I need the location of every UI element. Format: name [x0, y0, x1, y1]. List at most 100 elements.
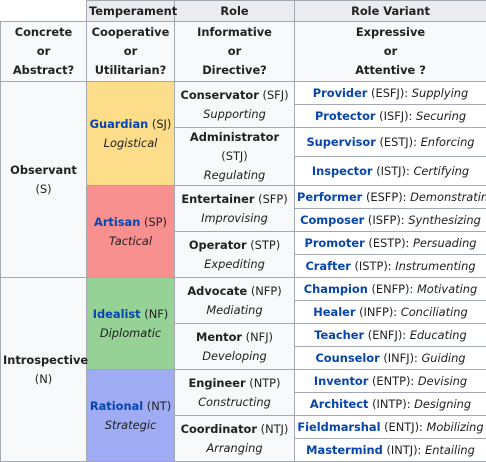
variant-code: (ENTJ): — [384, 420, 423, 434]
variant-desc: Persuading — [413, 236, 477, 250]
temperament-desc: Logistical — [89, 134, 172, 153]
role-code: (NTP) — [249, 376, 280, 390]
temperament-code: (NT) — [147, 399, 171, 413]
role-entertainer: Entertainer (SFP) Improvising — [175, 186, 295, 232]
temperament-desc: Diplomatic — [89, 324, 172, 343]
variant-code: (INFJ): — [383, 351, 418, 365]
subheader-text: Concrete — [3, 23, 84, 42]
variant-desc: Supplying — [412, 86, 468, 100]
variant-desc: Conciliating — [401, 305, 468, 319]
variant-code: (ENFP): — [371, 282, 413, 296]
role-code: (NTJ) — [261, 422, 289, 436]
role-code: (NFP) — [251, 284, 282, 298]
temperament-link[interactable]: Artisan — [94, 215, 140, 229]
variant-performer: Performer (ESFP): Demonstrating — [295, 186, 486, 209]
variant-desc: Educating — [410, 328, 467, 342]
variant-link[interactable]: Protector — [315, 109, 376, 123]
role-name: Operator — [189, 238, 247, 252]
variant-link[interactable]: Inventor — [314, 374, 369, 388]
dimension-name: Introspective — [3, 351, 84, 370]
variant-healer: Healer (INFP): Conciliating — [295, 301, 486, 324]
temperament-link[interactable]: Idealist — [93, 307, 141, 321]
variant-mastermind: Mastermind (INTJ): Entailing — [295, 439, 486, 462]
variant-link[interactable]: Champion — [304, 282, 368, 296]
temperament-link[interactable]: Guardian — [90, 117, 149, 131]
variant-code: (ENTP): — [372, 374, 414, 388]
variant-inventor: Inventor (ENTP): Devising — [295, 370, 486, 393]
subheader-concrete-abstract: Concrete or Abstract? — [1, 22, 87, 82]
subheader-cooperative-utilitarian: Cooperative or Utilitarian? — [87, 22, 175, 82]
variant-link[interactable]: Healer — [313, 305, 355, 319]
role-code: (STP) — [250, 238, 280, 252]
header-temperament: Temperament — [87, 1, 175, 22]
temperament-artisan: Artisan (SP) Tactical — [87, 186, 175, 278]
variant-crafter: Crafter (ISTP): Instrumenting — [295, 255, 486, 278]
variant-link[interactable]: Supervisor — [306, 135, 375, 149]
variant-desc: Instrumenting — [395, 259, 475, 273]
variant-desc: Mobilizing — [427, 420, 484, 434]
variant-link[interactable]: Promoter — [304, 236, 364, 250]
variant-link[interactable]: Performer — [297, 190, 362, 204]
subheader-text: Attentive ? — [297, 61, 484, 80]
role-desc: Regulating — [177, 166, 292, 185]
variant-code: (ISFJ): — [379, 109, 412, 123]
variant-code: (ESTJ): — [379, 135, 416, 149]
role-code: (SFJ) — [263, 88, 289, 102]
role-administrator: Administrator (STJ) Regulating — [175, 128, 295, 186]
temperament-code: (SP) — [144, 215, 167, 229]
subheader-text: or — [89, 42, 172, 61]
variant-link[interactable]: Teacher — [314, 328, 364, 342]
subheader-expressive-attentive: Expressive or Attentive ? — [295, 22, 486, 82]
role-code: (STJ) — [221, 149, 247, 163]
subheader-informative-directive: Informative or Directive? — [175, 22, 295, 82]
variant-desc: Synthesizing — [408, 213, 481, 227]
variant-link[interactable]: Counselor — [315, 351, 379, 365]
header-role-variant: Role Variant — [295, 1, 486, 22]
role-name: Coordinator — [181, 422, 257, 436]
subheader-text: or — [297, 42, 484, 61]
variant-link[interactable]: Fieldmarshal — [297, 420, 380, 434]
role-desc: Expediting — [177, 255, 292, 274]
variant-champion: Champion (ENFP): Motivating — [295, 278, 486, 301]
variant-architect: Architect (INTP): Designing — [295, 393, 486, 416]
dimension-observant: Observant (S) — [1, 82, 87, 278]
role-desc: Developing — [177, 347, 292, 366]
role-desc: Arranging — [177, 439, 292, 458]
header-role: Role — [175, 1, 295, 22]
variant-link[interactable]: Architect — [310, 397, 369, 411]
temperament-code: (NF) — [144, 307, 168, 321]
variant-code: (ISTJ): — [376, 164, 410, 178]
variant-composer: Composer (ISFP): Synthesizing — [295, 209, 486, 232]
variant-code: (ISFP): — [368, 213, 405, 227]
variant-code: (ISTP): — [354, 259, 391, 273]
temperament-rational: Rational (NT) Strategic — [87, 370, 175, 462]
temperament-link[interactable]: Rational — [90, 399, 143, 413]
temperament-guardian: Guardian (SJ) Logistical — [87, 82, 175, 186]
variant-code: (INFP): — [359, 305, 397, 319]
role-conservator: Conservator (SFJ) Supporting — [175, 82, 295, 128]
temperament-code: (SJ) — [152, 117, 171, 131]
variant-link[interactable]: Crafter — [305, 259, 350, 273]
variant-link[interactable]: Inspector — [312, 164, 373, 178]
temperament-idealist: Idealist (NF) Diplomatic — [87, 278, 175, 370]
variant-code: (ESTP): — [368, 236, 409, 250]
role-mentor: Mentor (NFJ) Developing — [175, 324, 295, 370]
variant-fieldmarshal: Fieldmarshal (ENTJ): Mobilizing — [295, 416, 486, 439]
variant-code: (ESFP): — [366, 190, 407, 204]
role-desc: Supporting — [177, 105, 292, 124]
role-name: Administrator — [190, 130, 279, 144]
variant-link[interactable]: Provider — [313, 86, 368, 100]
variant-inspector: Inspector (ISTJ): Certifying — [295, 157, 486, 186]
role-desc: Constructing — [177, 393, 292, 412]
variant-desc: Guiding — [421, 351, 465, 365]
variant-protector: Protector (ISFJ): Securing — [295, 105, 486, 128]
role-advocate: Advocate (NFP) Mediating — [175, 278, 295, 324]
variant-link[interactable]: Composer — [300, 213, 364, 227]
role-code: (SFP) — [258, 192, 288, 206]
variant-code: (INTP): — [372, 397, 410, 411]
variant-provider: Provider (ESFJ): Supplying — [295, 82, 486, 105]
variant-desc: Motivating — [417, 282, 477, 296]
role-name: Engineer — [188, 376, 245, 390]
role-coordinator: Coordinator (NTJ) Arranging — [175, 416, 295, 462]
